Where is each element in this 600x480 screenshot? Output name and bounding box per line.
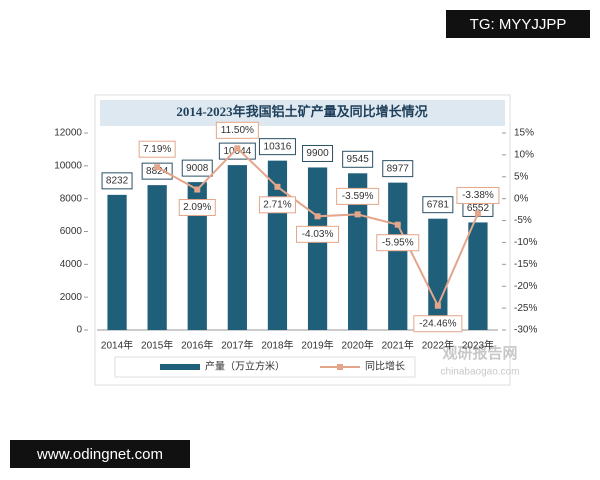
legend-label: 同比增长 [365,360,405,373]
x-tick-label: 2014年 [101,339,133,352]
bar [147,185,167,330]
bar-value-label: 6781 [427,199,450,210]
label-box [258,138,296,156]
growth-value-label: 2.09% [183,202,211,213]
growth-value-label: -3.59% [342,191,374,202]
bar [388,182,408,330]
growth-marker [434,302,441,309]
y-tick-label: 10000 [54,160,82,171]
y-tick-label: 12000 [54,128,82,139]
bar-value-label: 9008 [186,163,209,174]
growth-marker [354,211,361,218]
growth-value-label: -24.46% [419,318,456,329]
y2-tick-label: 10% [514,150,534,161]
label-box [178,199,216,217]
title-bar [100,100,505,126]
label-box [302,144,334,162]
growth-marker [154,164,161,171]
label-box [141,162,173,180]
chart-title: 2014-2023年我国铝土矿产量及同比增长情况 [176,104,427,119]
growth-value-label: -5.95% [382,237,414,248]
label-box [215,121,259,139]
growth-value-label: 11.50% [221,125,254,136]
y2-tick-label: 0% [514,193,529,204]
x-tick-label: 2018年 [261,339,293,352]
growth-value-label: -4.03% [302,229,334,240]
logo-name: 观研报告网 [442,344,517,362]
bar [187,182,207,330]
bar-value-label: 6552 [467,203,490,214]
legend-box [114,356,416,378]
watermark-box [446,10,590,38]
label-box [422,196,454,214]
watermark-text: TG: MYYJJPP [470,16,567,33]
bar-value-label: 9900 [306,148,329,159]
x-tick-label: 2021年 [382,339,414,352]
growth-value-label: 2.71% [263,199,291,210]
bar-value-label: 9545 [347,154,370,165]
watermark-box [10,440,190,468]
bar [468,222,488,330]
bar [227,165,247,330]
x-tick-label: 2020年 [342,339,374,352]
bar-value-label: 8232 [106,175,129,186]
label-box [456,186,500,204]
label-box [138,140,176,158]
label-box [413,315,463,333]
y2-tick-label: -10% [514,237,537,248]
x-tick-label: 2016年 [181,339,213,352]
label-box [336,187,380,205]
y2-tick-label: -30% [514,325,537,336]
label-box [258,196,296,214]
logo-url: chinabaogao.com [441,367,520,378]
label-box [382,160,414,178]
y-tick-label: 4000 [60,259,83,270]
y-tick-label: 6000 [60,226,83,237]
x-tick-label: 2017年 [221,339,253,352]
legend-label: 产量（万立方米） [205,360,285,373]
bar [107,194,127,330]
bar-value-label: 8977 [387,163,410,174]
growth-marker [394,221,401,228]
bar-value-label: 10316 [264,141,292,152]
growth-marker [234,145,241,152]
label-box [342,150,374,168]
growth-marker [474,210,481,217]
bar-value-label: 8824 [146,166,169,177]
y2-tick-label: -5% [514,215,532,226]
legend-swatch [160,364,200,370]
y2-tick-label: -20% [514,281,537,292]
x-tick-label: 2019年 [301,339,333,352]
growth-marker [314,213,321,220]
bar [428,218,448,330]
x-tick-label: 2015年 [141,339,173,352]
label-box [181,159,213,177]
x-tick-label: 2022年 [422,339,454,352]
bar [348,173,368,330]
y-tick-label: 8000 [60,193,83,204]
y2-tick-label: -25% [514,303,537,314]
label-box [101,172,133,190]
label-box [376,234,420,252]
y-tick-label: 2000 [60,292,83,303]
watermark-text: www.odingnet.com [36,446,163,463]
bar [307,167,328,330]
label-box [296,225,340,243]
legend-swatch [337,364,343,370]
growth-marker [194,186,201,193]
y-tick-label: 0 [76,325,82,336]
growth-value-label: 7.19% [143,144,171,155]
y2-tick-label: 5% [514,171,529,182]
x-tick-label: 2023年 [462,339,494,352]
growth-value-label: -3.38% [462,190,494,201]
y2-tick-label: 15% [514,128,534,139]
y2-tick-label: -15% [514,259,537,270]
growth-marker [274,183,281,190]
